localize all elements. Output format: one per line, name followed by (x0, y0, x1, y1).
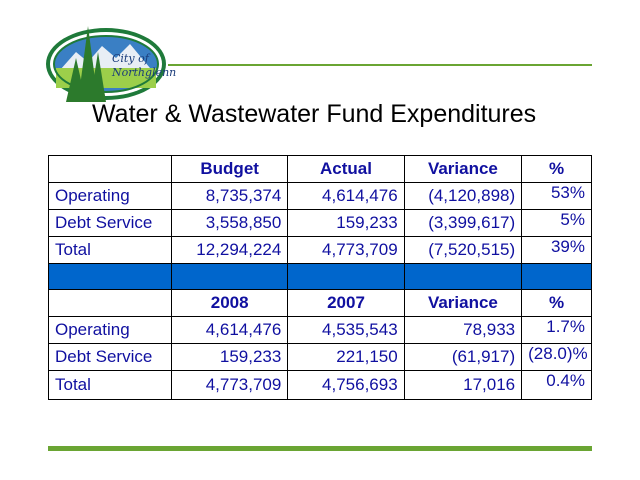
row-label: Operating (48, 316, 172, 344)
variance-value: (7,520,515) (403, 236, 523, 264)
percent-value: 0.4% (521, 370, 592, 400)
variance-value: (4,120,898) (403, 182, 523, 210)
svg-text:Northglenn: Northglenn (111, 66, 176, 79)
table-row: Total 12,294,224 4,773,709 (7,520,515) 3… (48, 236, 592, 264)
year-2007-value: 4,756,693 (287, 370, 405, 400)
row-label: Operating (48, 182, 172, 210)
header-2007: 2007 (287, 289, 405, 317)
header-cell-empty (48, 289, 172, 317)
blue-separator-row (48, 263, 592, 290)
svg-text:City of: City of (112, 52, 151, 65)
city-logo: City of Northglenn (46, 18, 176, 102)
percent-value: (28.0)% (521, 343, 592, 371)
header-percent: % (521, 155, 592, 183)
header-variance: Variance (403, 289, 523, 317)
percent-value: 53% (521, 182, 592, 210)
actual-value: 4,614,476 (287, 182, 405, 210)
actual-value: 4,773,709 (287, 236, 405, 264)
budget-value: 12,294,224 (170, 236, 289, 264)
separator-cell (48, 263, 172, 290)
variance-value: (61,917) (403, 343, 523, 371)
actual-value: 159,233 (287, 209, 405, 237)
variance-value: (3,399,617) (403, 209, 523, 237)
header-percent: % (521, 289, 592, 317)
variance-value: 17,016 (403, 370, 523, 400)
table-row: Operating 8,735,374 4,614,476 (4,120,898… (48, 182, 592, 210)
year-2008-value: 159,233 (170, 343, 289, 371)
year-2008-value: 4,773,709 (170, 370, 289, 400)
table-row: Debt Service 3,558,850 159,233 (3,399,61… (48, 209, 592, 237)
budget-value: 8,735,374 (170, 182, 289, 210)
header-2008: 2008 (170, 289, 289, 317)
percent-value: 39% (521, 236, 592, 264)
bottom-green-rule (48, 446, 592, 451)
header-variance: Variance (403, 155, 523, 183)
header-budget: Budget (170, 155, 289, 183)
year-2008-value: 4,614,476 (170, 316, 289, 344)
header-actual: Actual (287, 155, 405, 183)
table-row: Debt Service 159,233 221,150 (61,917) (2… (48, 343, 592, 371)
top-green-rule (168, 64, 592, 66)
separator-cell (521, 263, 592, 290)
year-2007-value: 4,535,543 (287, 316, 405, 344)
year-2007-value: 221,150 (287, 343, 405, 371)
table1-header-row: Budget Actual Variance % (48, 155, 592, 183)
separator-cell (170, 263, 289, 290)
table-row: Operating 4,614,476 4,535,543 78,933 1.7… (48, 316, 592, 344)
variance-value: 78,933 (403, 316, 523, 344)
separator-cell (287, 263, 405, 290)
separator-cell (403, 263, 523, 290)
header-cell-empty (48, 155, 172, 183)
budget-value: 3,558,850 (170, 209, 289, 237)
row-label: Debt Service (48, 209, 172, 237)
expenditures-table: Budget Actual Variance % Operating 8,735… (48, 155, 592, 400)
percent-value: 1.7% (521, 316, 592, 344)
row-label: Total (48, 370, 172, 400)
table-row: Total 4,773,709 4,756,693 17,016 0.4% (48, 370, 592, 400)
percent-value: 5% (521, 209, 592, 237)
row-label: Debt Service (48, 343, 172, 371)
table2-header-row: 2008 2007 Variance % (48, 289, 592, 317)
page-title: Water & Wastewater Fund Expenditures (92, 100, 537, 128)
row-label: Total (48, 236, 172, 264)
